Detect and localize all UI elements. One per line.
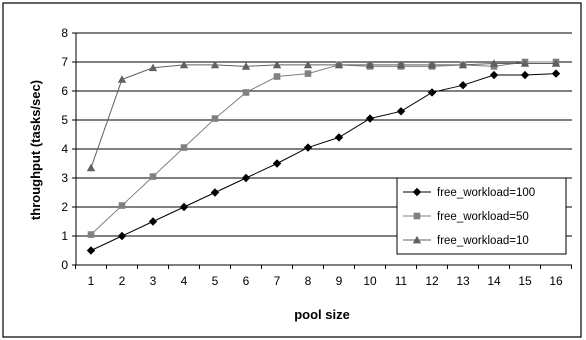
data-point xyxy=(87,231,95,238)
data-point xyxy=(458,81,468,90)
data-point xyxy=(118,202,126,209)
y-tick-label: 6 xyxy=(61,84,68,98)
x-tick-label: 13 xyxy=(456,274,470,288)
series-layer xyxy=(86,58,561,255)
x-tick-label: 9 xyxy=(336,274,343,288)
data-point xyxy=(396,60,406,69)
data-point xyxy=(303,60,313,69)
data-point xyxy=(365,114,375,123)
x-tick-label: 6 xyxy=(243,274,250,288)
series-1 xyxy=(86,69,561,255)
chart-frame xyxy=(2,2,582,338)
data-point xyxy=(241,62,251,70)
legend: free_workload=100 free_workload=50 free_wo… xyxy=(396,177,567,255)
x-tick-label: 7 xyxy=(274,274,281,288)
data-point xyxy=(334,60,344,69)
data-point xyxy=(273,73,281,80)
x-tick-label: 12 xyxy=(425,274,439,288)
series-line xyxy=(90,73,557,251)
x-tick-label: 15 xyxy=(518,274,532,288)
y-tick-label: 5 xyxy=(61,113,68,127)
data-point xyxy=(551,59,561,67)
data-point xyxy=(149,173,157,180)
y-tick-label: 0 xyxy=(61,258,68,272)
data-point xyxy=(520,59,530,67)
data-point xyxy=(427,60,437,69)
y-tick-label: 1 xyxy=(61,229,68,243)
data-point xyxy=(148,63,158,72)
legend-marker xyxy=(413,212,421,220)
x-tick-label: 10 xyxy=(363,274,377,288)
x-axis-label: pool size xyxy=(294,307,350,322)
series-line xyxy=(90,61,556,235)
data-point xyxy=(179,202,189,212)
data-point xyxy=(241,173,251,183)
data-point xyxy=(180,144,188,151)
data-point xyxy=(365,60,375,69)
x-tick-label: 8 xyxy=(305,274,312,288)
data-point xyxy=(427,88,437,97)
x-tick-label: 11 xyxy=(395,274,408,288)
x-tick-label: 14 xyxy=(487,274,501,288)
data-point xyxy=(272,159,282,168)
data-point xyxy=(303,143,313,152)
legend-marker xyxy=(412,235,422,244)
data-point xyxy=(148,217,158,226)
data-point xyxy=(396,107,406,116)
data-point xyxy=(179,60,189,69)
x-tick-label: 1 xyxy=(88,274,95,288)
data-point xyxy=(334,133,344,142)
x-tick-label: 5 xyxy=(212,274,219,288)
x-tick-label: 3 xyxy=(150,274,157,288)
data-point xyxy=(489,59,499,67)
data-point xyxy=(210,188,220,197)
data-point xyxy=(210,60,220,69)
y-tick-label: 7 xyxy=(61,55,68,69)
data-point xyxy=(551,69,561,78)
y-axis-label: throughput (tasks/sec) xyxy=(28,80,43,220)
legend-marker xyxy=(412,187,422,197)
data-point xyxy=(86,246,96,255)
data-point xyxy=(489,70,499,80)
series-line xyxy=(90,62,556,169)
legend-label: free_workload=50 xyxy=(437,211,529,223)
x-tick-label: 16 xyxy=(549,274,563,288)
data-point xyxy=(458,60,468,69)
x-tick-label: 2 xyxy=(119,274,126,288)
data-point xyxy=(211,115,219,122)
x-tick-label: 4 xyxy=(181,274,188,288)
series-3 xyxy=(86,59,561,172)
legend-label: free_workload=100 xyxy=(437,187,535,199)
legend-label: free_workload=10 xyxy=(437,235,529,247)
y-tick-label: 4 xyxy=(61,142,68,156)
data-point xyxy=(272,60,282,69)
data-point xyxy=(520,70,530,80)
y-tick-label: 8 xyxy=(61,26,68,40)
data-point xyxy=(304,70,312,77)
data-point xyxy=(242,89,250,96)
data-point xyxy=(86,163,96,172)
y-tick-label: 3 xyxy=(61,171,68,185)
data-point xyxy=(117,75,127,83)
y-tick-label: 2 xyxy=(61,200,68,214)
data-point xyxy=(117,231,127,241)
